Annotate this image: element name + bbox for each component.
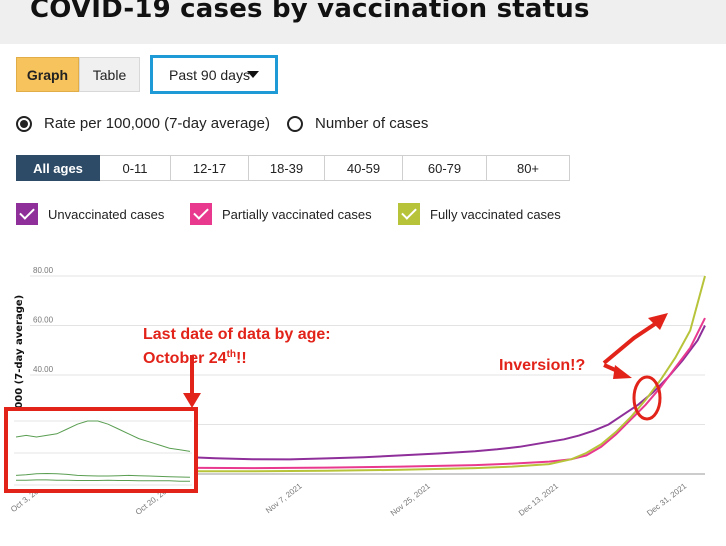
- legend-partially-label: Partially vaccinated cases: [222, 206, 372, 222]
- age-tabs: All ages 0-11 12-17 18-39 40-59 60-79 80…: [16, 155, 570, 181]
- annotation-last-date-1: Last date of data by age:: [143, 326, 331, 343]
- title-bar: COVID-19 cases by vaccination status: [0, 0, 726, 44]
- x-tick-label: Nov 25, 2021: [389, 481, 432, 518]
- radio-rate-label: Rate per 100,000 (7-day average): [44, 115, 270, 132]
- annotation-date-sup: th: [227, 349, 236, 360]
- checkbox-checked-icon: [398, 203, 420, 225]
- legend-fully-vaccinated[interactable]: Fully vaccinated cases: [398, 203, 561, 225]
- tab-all-ages[interactable]: All ages: [16, 155, 100, 181]
- annotation-date-suffix: !!: [236, 350, 247, 367]
- x-tick-label: Dec 13, 2021: [517, 481, 560, 518]
- arrow-up-right-icon: [602, 318, 663, 365]
- graph-view-button[interactable]: Graph: [16, 57, 79, 92]
- checkbox-checked-icon: [190, 203, 212, 225]
- time-range-dropdown[interactable]: Past 90 days: [150, 55, 278, 94]
- inversion-circle: [632, 375, 662, 421]
- inset-series-line: [15, 420, 191, 452]
- tab-0-11[interactable]: 0-11: [100, 155, 171, 181]
- tab-18-39[interactable]: 18-39: [249, 155, 325, 181]
- tab-60-79[interactable]: 60-79: [403, 155, 487, 181]
- legend-unvaccinated[interactable]: Unvaccinated cases: [16, 203, 164, 225]
- arrow-up-right-head-icon: [648, 313, 668, 330]
- legend-partially-vaccinated[interactable]: Partially vaccinated cases: [190, 203, 372, 225]
- inset-series-line: [16, 479, 190, 482]
- y-tick-label: 80.00: [33, 266, 54, 275]
- legend-unvaccinated-label: Unvaccinated cases: [48, 206, 165, 222]
- x-tick-label: Nov 7, 2021: [264, 481, 304, 515]
- legend-fully-label: Fully vaccinated cases: [430, 206, 561, 222]
- radio-rate[interactable]: Rate per 100,000 (7-day average): [16, 115, 270, 132]
- y-tick-label: 60.00: [33, 316, 54, 325]
- time-range-value: Past 90 days: [169, 66, 250, 83]
- page-title: COVID-19 cases by vaccination status: [30, 0, 590, 24]
- y-tick-label: 40.00: [33, 365, 54, 374]
- tab-12-17[interactable]: 12-17: [171, 155, 249, 181]
- y-axis-label: Rate per 100,000 (7-day average): [14, 295, 25, 485]
- arrow-right-head-icon: [613, 365, 632, 379]
- highlight-box: [4, 407, 198, 493]
- radio-unselected-icon: [287, 115, 303, 132]
- inset-background: [8, 411, 194, 489]
- radio-number[interactable]: Number of cases: [287, 115, 428, 132]
- tab-40-59[interactable]: 40-59: [325, 155, 403, 181]
- caret-down-icon: [247, 71, 259, 78]
- arrow-down-head-icon: [183, 393, 201, 408]
- series-line: [30, 275, 706, 473]
- tab-80-plus[interactable]: 80+: [487, 155, 570, 181]
- inset-series-line: [15, 472, 191, 478]
- checkbox-checked-icon: [16, 203, 38, 225]
- annotation-last-date-2: October 24th!!: [143, 349, 247, 367]
- annotation-inversion: Inversion!?: [499, 357, 585, 374]
- annotation-date-prefix: October 24: [143, 350, 227, 367]
- radio-selected-icon: [16, 115, 32, 132]
- x-tick-label: Dec 31, 2021: [645, 481, 688, 518]
- radio-number-label: Number of cases: [315, 115, 429, 132]
- table-view-button[interactable]: Table: [79, 57, 140, 92]
- age-data-inset: [8, 411, 194, 489]
